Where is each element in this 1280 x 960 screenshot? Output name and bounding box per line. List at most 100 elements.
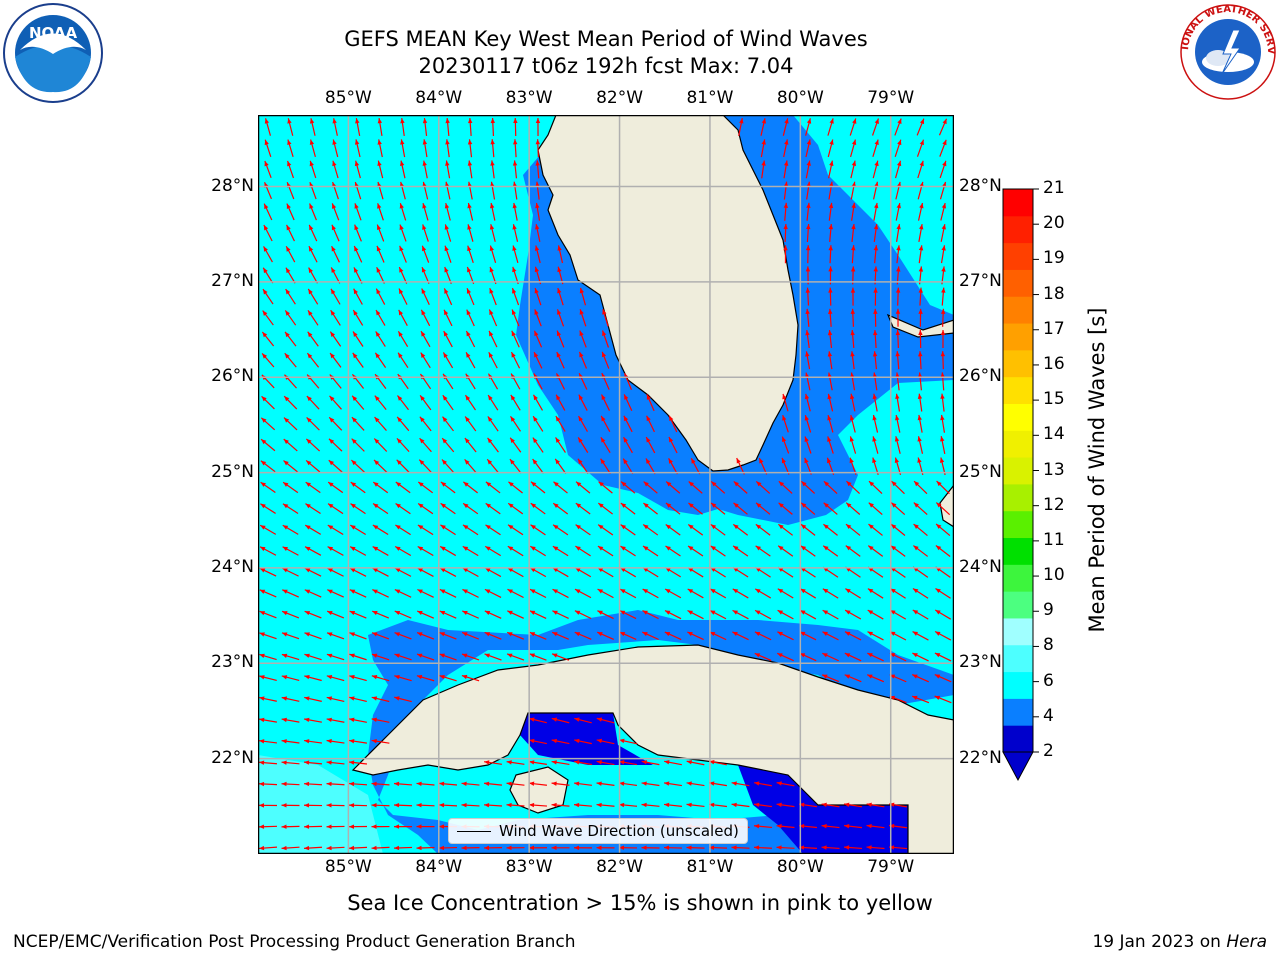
wind-arrow: [351, 438, 365, 452]
land-andros: [939, 484, 954, 528]
wind-arrow: [934, 674, 952, 683]
wind-arrow: [416, 610, 435, 619]
wind-arrow: [868, 502, 883, 515]
wind-arrow: [417, 588, 434, 598]
wind-arrow: [258, 845, 278, 851]
lon-tick-label: 79°W: [867, 88, 915, 108]
wind-arrow: [326, 739, 345, 744]
wind-arrow: [535, 160, 540, 179]
lat-tick-label: 22°N: [959, 747, 1002, 768]
wind-arrow: [555, 415, 566, 432]
wind-arrow: [918, 351, 923, 370]
wind-arrow: [327, 567, 344, 577]
nws-logo: NATIONAL WEATHER SERVICE: [1174, 0, 1278, 102]
wind-arrow: [377, 160, 384, 179]
wind-arrow: [394, 545, 412, 557]
wind-arrow: [512, 181, 518, 200]
wind-arrow: [822, 631, 839, 641]
wind-arrow: [890, 545, 906, 557]
wind-arrow: [395, 503, 411, 515]
wind-arrow: [264, 118, 272, 136]
wind-arrow: [783, 245, 788, 264]
colorbar-tick-label: 10: [1043, 565, 1065, 586]
colorbar-label: Mean Period of Wind Waves [s]: [1085, 307, 1109, 633]
wind-arrow: [394, 696, 412, 703]
wind-arrow: [891, 480, 905, 495]
wind-arrow: [602, 309, 609, 327]
colorbar-svg: [1002, 188, 1039, 782]
wind-arrow: [800, 502, 816, 515]
wind-arrow: [532, 458, 544, 474]
map-panel: [257, 114, 955, 855]
wind-arrow: [596, 781, 615, 786]
lon-tick-label: 84°W: [415, 857, 463, 877]
wind-arrow: [872, 414, 879, 433]
wind-arrow: [641, 845, 660, 850]
map-plot: [257, 114, 955, 855]
wind-arrow: [304, 675, 322, 682]
wind-arrow: [422, 139, 428, 158]
wind-arrow: [464, 394, 477, 411]
wind-arrow: [866, 823, 885, 829]
wind-arrow: [850, 181, 856, 200]
wind-arrow: [850, 329, 855, 349]
wind-arrow: [733, 480, 748, 494]
wind-arrow: [552, 524, 569, 536]
wind-arrow: [397, 352, 409, 369]
wind-arrow: [354, 160, 361, 179]
colorbar-segment: [1003, 483, 1033, 512]
wind-arrow: [935, 545, 951, 557]
wind-arrow: [940, 414, 946, 433]
wind-arrow: [556, 309, 565, 327]
wind-arrow: [940, 245, 946, 264]
wind-arrow: [350, 459, 366, 473]
wind-arrow: [619, 567, 637, 578]
wind-arrow: [326, 845, 345, 851]
colorbar-segment: [1003, 564, 1033, 592]
wind-arrow: [442, 394, 454, 411]
wind-arrow: [507, 545, 524, 557]
wind-arrow: [461, 653, 480, 661]
land-florida: [537, 115, 799, 472]
wind-arrow: [372, 503, 389, 515]
lon-tick-label: 83°W: [505, 857, 553, 877]
wind-arrow: [846, 480, 860, 495]
colorbar-tick-label: 6: [1043, 670, 1054, 691]
colorbar-segment: [1003, 242, 1033, 270]
land-cuba: [351, 644, 954, 854]
wind-arrow: [557, 245, 564, 264]
wind-arrow: [439, 567, 457, 577]
wind-arrow: [828, 308, 833, 327]
wind-arrow: [913, 502, 928, 516]
wind-arrow: [800, 545, 816, 557]
wind-arrow: [890, 523, 906, 536]
wind-arrow: [596, 760, 615, 766]
wind-arrow: [263, 224, 273, 242]
wind-arrow: [938, 118, 948, 136]
wind-arrow: [916, 139, 925, 157]
wind-arrow: [259, 696, 277, 702]
wind-arrow: [309, 118, 316, 136]
wind-arrow: [394, 610, 412, 619]
wind-arrow: [462, 567, 479, 578]
wind-arrow: [398, 266, 408, 284]
wind-arrow: [823, 523, 838, 536]
wind-arrow: [399, 224, 407, 242]
wind-arrow: [282, 481, 299, 494]
wind-arrow: [934, 609, 952, 620]
wind-arrow: [895, 329, 901, 349]
wind-arrow: [710, 545, 726, 557]
wind-arrow: [417, 481, 434, 494]
wind-arrow: [754, 631, 772, 641]
wind-arrow: [490, 117, 496, 137]
wind-arrow: [579, 309, 587, 327]
wind-arrow: [417, 524, 434, 536]
wind-arrow: [438, 802, 458, 808]
wind-arrow: [573, 802, 593, 808]
wind-arrow: [326, 824, 345, 829]
wind-arrow: [512, 224, 519, 242]
wind-arrow: [483, 781, 503, 786]
wind-arrow: [642, 631, 659, 641]
wind-arrow: [444, 245, 452, 263]
colorbar-tick-label: 13: [1043, 459, 1065, 480]
